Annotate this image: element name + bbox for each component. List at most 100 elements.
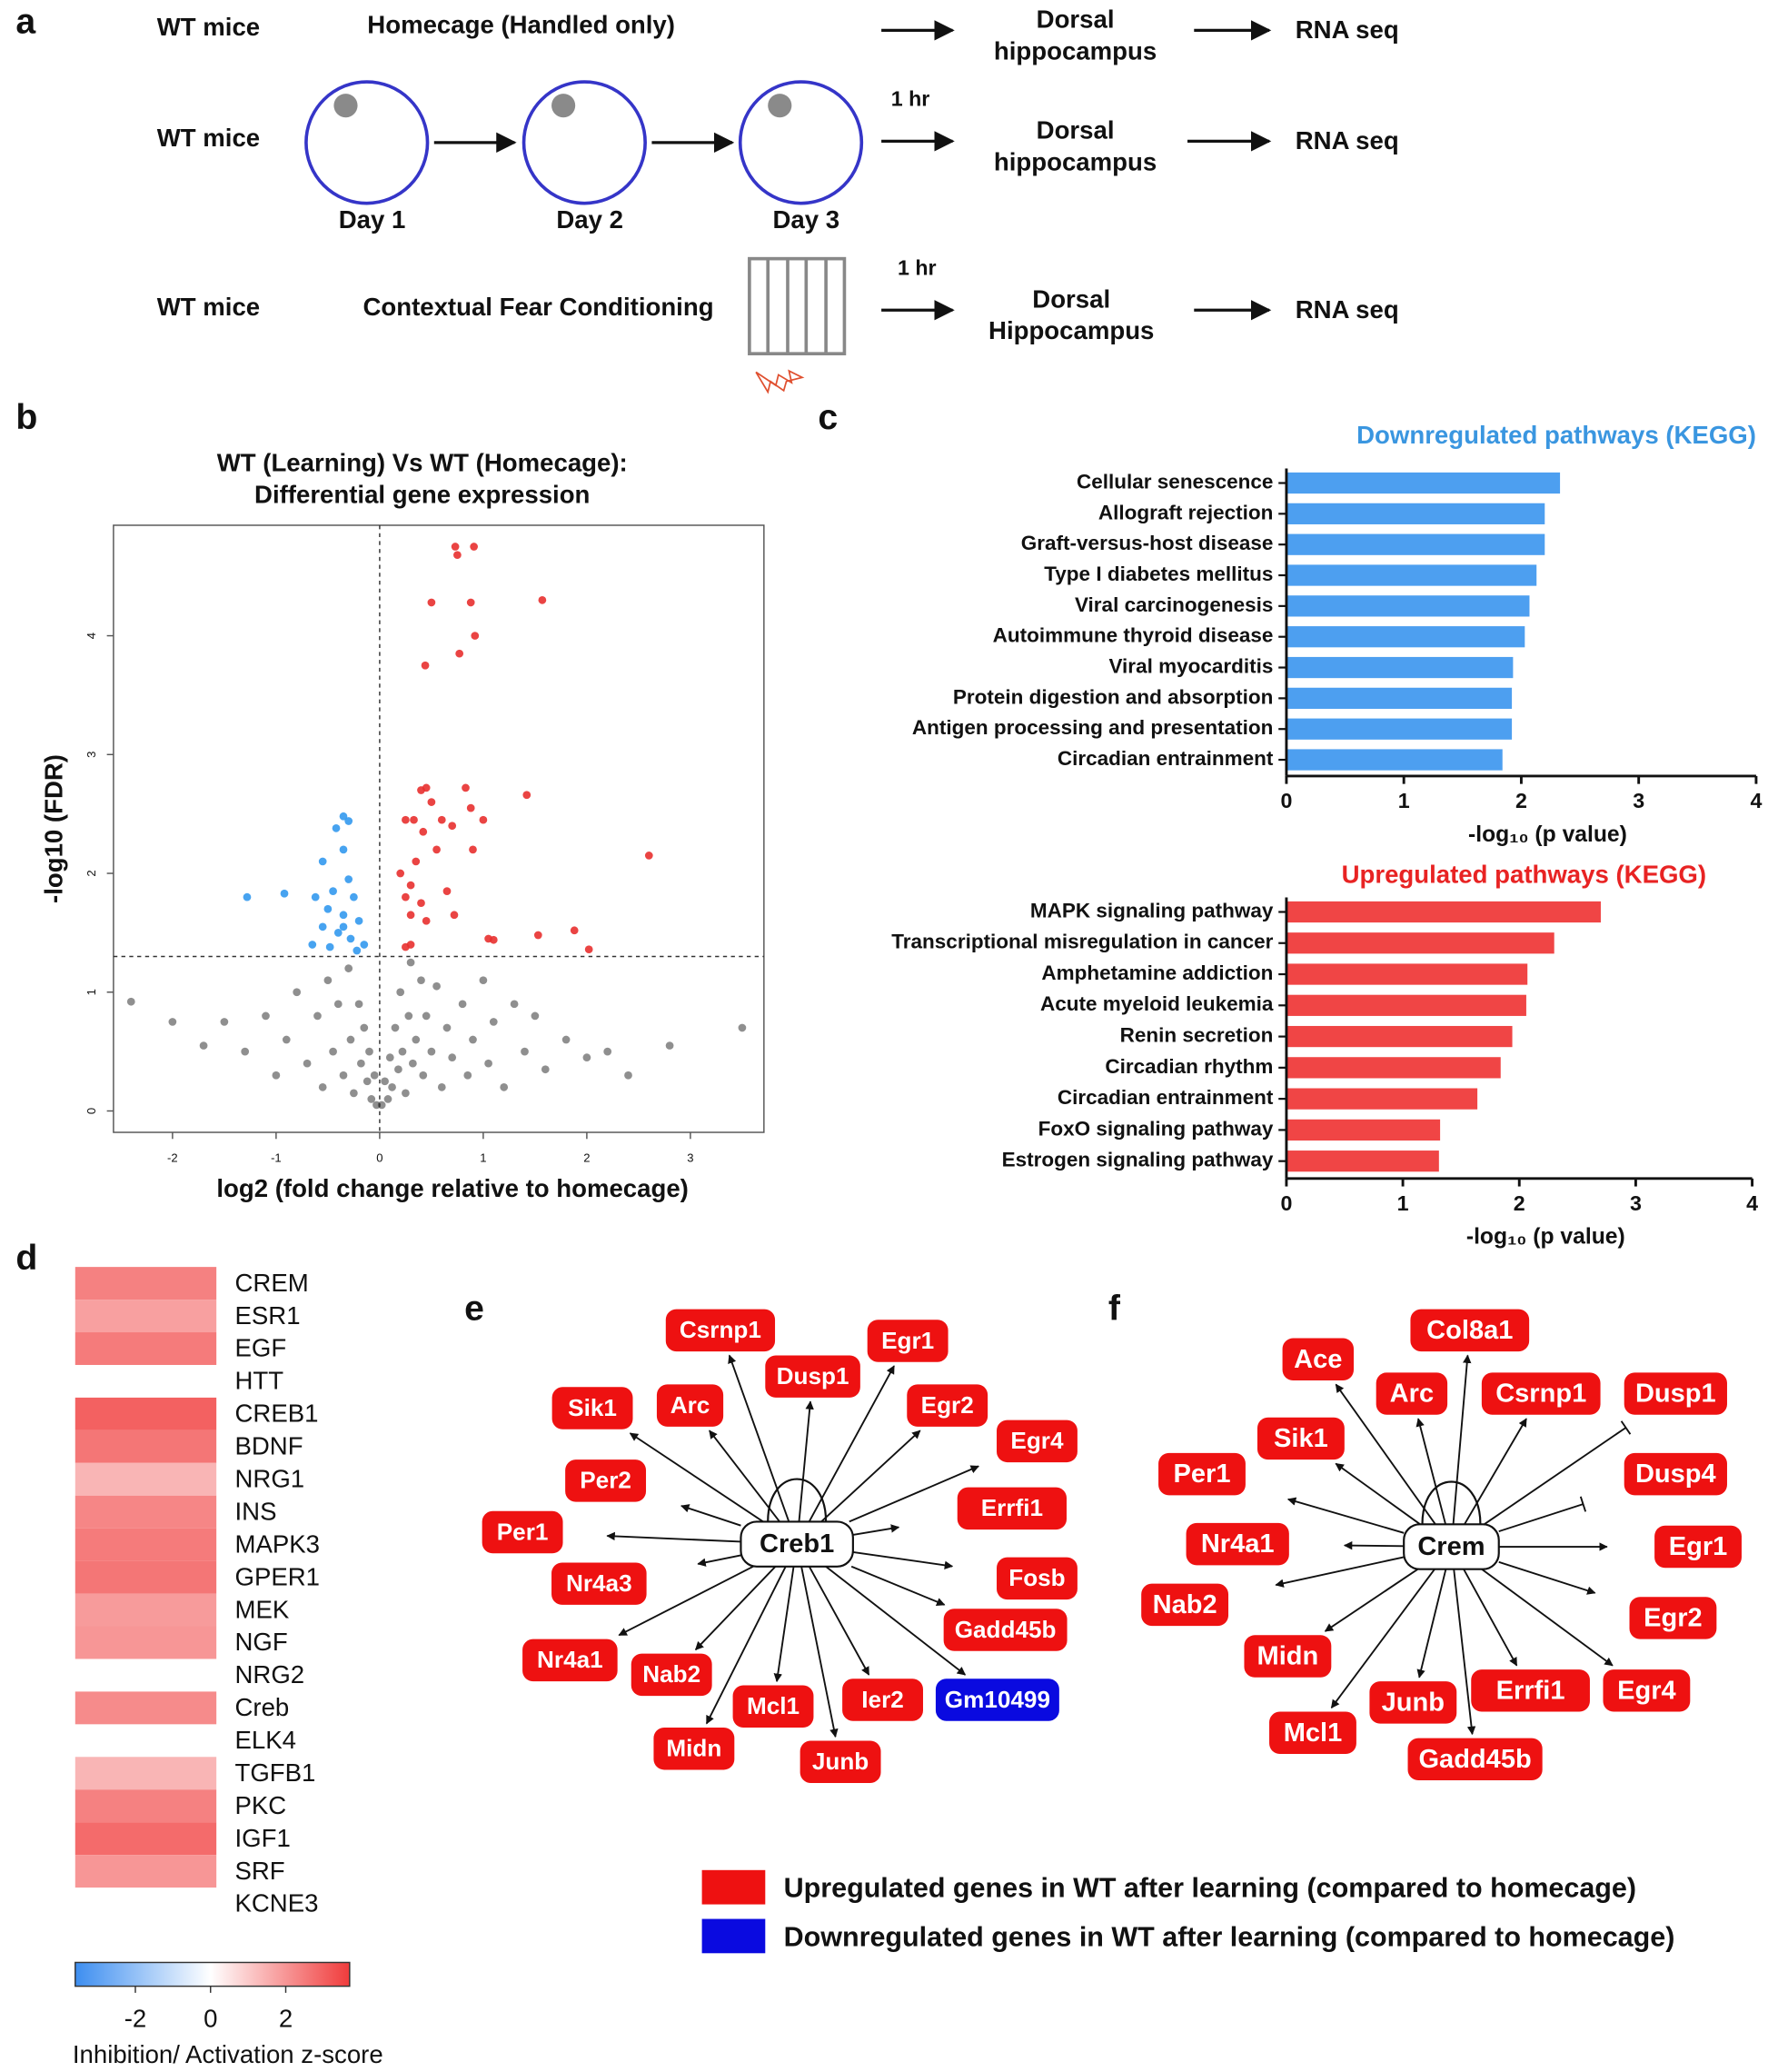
category-label: Viral myocarditis (1108, 654, 1273, 677)
point (402, 892, 410, 902)
bar (1286, 1025, 1513, 1048)
output-label: RNA seq (1296, 295, 1399, 324)
gene-node (800, 1740, 881, 1783)
x-tick-label: -1 (271, 1151, 282, 1165)
point (126, 997, 135, 1006)
heat-cell (74, 1300, 217, 1333)
point (360, 941, 369, 949)
bar (1286, 749, 1503, 771)
category-label: Viral carcinogenesis (1075, 593, 1273, 616)
point (367, 1095, 376, 1103)
gene-node (1186, 1522, 1289, 1566)
point (451, 543, 460, 551)
point (466, 803, 475, 812)
gene-label: Ier2 (861, 1686, 903, 1713)
row-label: EGF (235, 1334, 287, 1362)
heat-cell (74, 1822, 217, 1856)
point (665, 1041, 674, 1050)
point (533, 931, 542, 940)
point (353, 946, 362, 955)
point (458, 1000, 467, 1009)
arena (304, 80, 430, 205)
gene-label: Nab2 (1153, 1590, 1217, 1619)
gene-label: Per2 (580, 1467, 631, 1494)
row-label: BDNF (235, 1432, 303, 1460)
gene-label: Csrnp1 (680, 1316, 761, 1343)
point (437, 815, 446, 824)
point (427, 1047, 436, 1056)
shock (755, 369, 805, 394)
gene-node (1481, 1372, 1601, 1415)
point (406, 941, 415, 949)
bar (1286, 1151, 1439, 1172)
legend-swatch (701, 1918, 766, 1954)
point (332, 823, 341, 832)
edge (697, 1554, 741, 1567)
gene-label: Sik1 (568, 1394, 617, 1421)
point (339, 911, 348, 920)
group-label: WT mice (157, 13, 260, 41)
edge (852, 1550, 954, 1570)
point (419, 1071, 428, 1080)
point (199, 1041, 208, 1050)
point (455, 649, 464, 658)
edge (694, 1566, 777, 1650)
gene-label: Gm10499 (945, 1686, 1050, 1713)
edge (808, 1566, 870, 1676)
panel-letter: c (818, 398, 838, 437)
legend-label: Upregulated genes in WT after learning (… (784, 1873, 1636, 1904)
cage (748, 256, 847, 356)
point (437, 1082, 446, 1091)
point (329, 1047, 337, 1056)
edge (1464, 1418, 1527, 1525)
point (644, 852, 653, 860)
x-tick-label: 0 (1280, 1191, 1292, 1215)
point (282, 1035, 291, 1044)
bar (1286, 626, 1525, 648)
row-label: KCNE3 (235, 1889, 319, 1918)
day-label: Day 1 (339, 205, 406, 234)
bar (1286, 718, 1513, 740)
x-axis-label: -log₁₀ (p value) (1466, 1225, 1625, 1250)
x-tick-label: 1 (1398, 789, 1410, 812)
point (262, 1011, 270, 1021)
point (365, 1047, 373, 1056)
point (489, 1018, 498, 1026)
edge (1286, 1497, 1405, 1534)
gene-label: Arc (1390, 1380, 1434, 1409)
point (272, 1071, 281, 1080)
edge (1415, 1418, 1446, 1525)
edge (798, 1400, 814, 1522)
x-tick-label: -2 (167, 1151, 178, 1165)
edge (728, 1354, 790, 1522)
gene-node (1256, 1417, 1345, 1460)
edge (680, 1504, 741, 1527)
gene-node (732, 1685, 814, 1728)
mouse-dot (768, 94, 792, 118)
gene-label: Midn (1257, 1642, 1319, 1671)
y-tick-label: 4 (84, 633, 98, 639)
point (738, 1023, 747, 1032)
x-tick-label: 1 (480, 1151, 486, 1165)
heat-cell (74, 1495, 217, 1529)
point (463, 1071, 472, 1080)
point (489, 935, 498, 944)
plot-frame (113, 524, 765, 1133)
point (603, 1047, 612, 1056)
gene-label: Egr1 (881, 1327, 934, 1354)
bar (1286, 564, 1537, 586)
heat-cell (74, 1560, 217, 1594)
edge (800, 1566, 839, 1738)
point (406, 881, 415, 890)
category-label: Circadian rhythm (1105, 1055, 1273, 1078)
edge (606, 1531, 741, 1543)
edge (709, 1429, 780, 1522)
group-label: WT mice (157, 293, 260, 321)
point (432, 981, 441, 991)
point (311, 892, 320, 902)
edge (825, 1566, 967, 1676)
gene-node (957, 1487, 1067, 1530)
point (346, 934, 355, 943)
edge (1453, 1569, 1476, 1736)
